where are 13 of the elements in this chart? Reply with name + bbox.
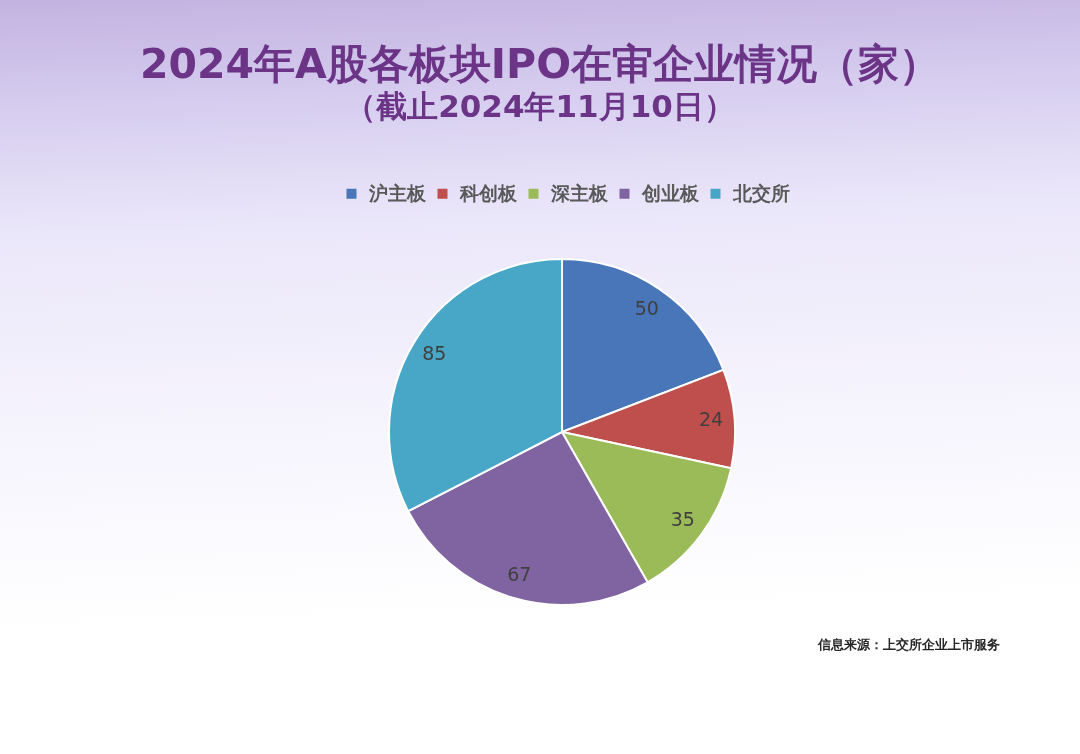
legend-label: 北交所 xyxy=(732,181,790,204)
data-label: 50 xyxy=(634,296,659,319)
legend-label: 深主板 xyxy=(550,181,609,204)
chart-title: 2024年A股各板块IPO在审企业情况（家） xyxy=(139,40,941,88)
text: 信息来源：上交所企业上市服务 xyxy=(817,637,1000,652)
chart-subtitle: （截止2024年11月10日） xyxy=(345,88,735,124)
data-label: 24 xyxy=(699,408,724,431)
data-label: 85 xyxy=(422,342,447,365)
legend-label: 创业板 xyxy=(641,181,700,204)
data-label: 67 xyxy=(507,563,532,586)
data-label: 35 xyxy=(670,508,695,531)
legend-label: 沪主板 xyxy=(368,181,427,204)
legend-label: 科创板 xyxy=(459,181,518,204)
